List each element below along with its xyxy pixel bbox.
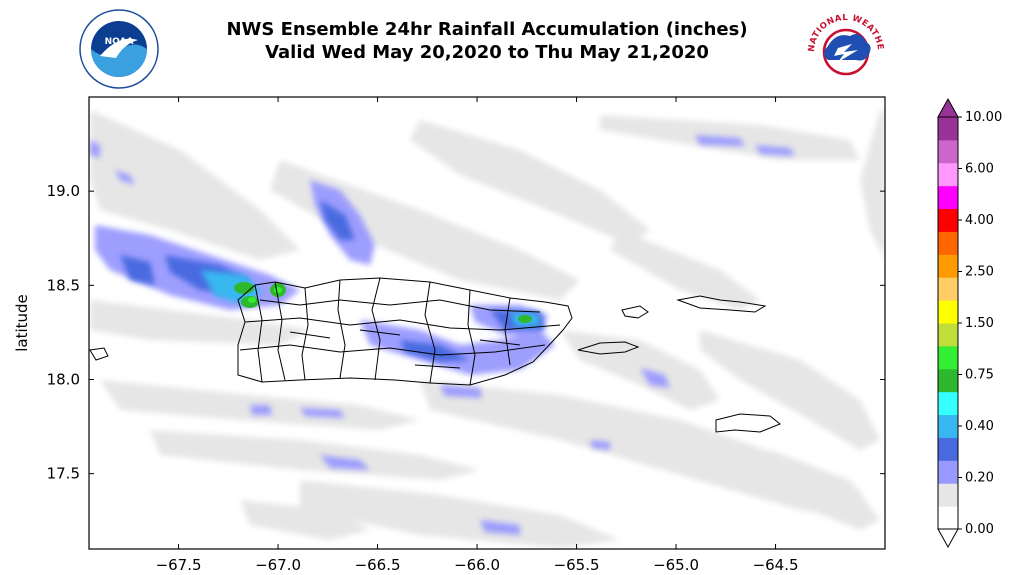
colorbar-segment: [938, 300, 958, 324]
x-tick-label: −66.5: [355, 556, 401, 574]
colorbar-segment: [938, 139, 958, 164]
colorbar-label: 0.00: [965, 522, 994, 537]
colorbar-extend-high: [937, 97, 959, 118]
colorbar-segment: [938, 162, 958, 187]
y-axis: 17.5 18.0 18.5 19.0: [47, 182, 885, 483]
colorbar-label: 10.00: [965, 110, 1002, 125]
title-line-2: Valid Wed May 20,2020 to Thu May 21,2020: [265, 42, 709, 63]
x-axis: −67.5 −67.0 −66.5 −66.0 −65.5 −65.0 −64.5: [156, 97, 799, 574]
colorbar-label: 4.00: [965, 213, 994, 228]
plot-frame: [88, 96, 886, 550]
x-tick-label: −64.5: [753, 556, 799, 574]
colorbar: 10.00 6.00 4.00 2.50 1.50 0.75 0.40 0.20 0.00: [937, 97, 1002, 549]
colorbar-segment: [938, 231, 958, 255]
colorbar-segment: [938, 460, 958, 484]
land-boundaries: [89, 277, 781, 433]
noaa-logo-text: NOAA: [105, 37, 134, 47]
colorbar-label: 1.50: [965, 316, 994, 331]
x-tick-label: −66.0: [454, 556, 500, 574]
y-axis-label: latitude: [13, 294, 31, 352]
colorbar-segment: [938, 345, 958, 370]
x-tick-label: −65.5: [554, 556, 600, 574]
colorbar-segment: [938, 117, 958, 141]
colorbar-segment: [938, 254, 958, 278]
colorbar-segment: [938, 368, 958, 393]
x-tick-label: −67.0: [255, 556, 301, 574]
x-tick-label: −67.5: [156, 556, 202, 574]
rainfall-field: [89, 97, 885, 549]
chart-title: NWS Ensemble 24hr Rainfall Accumulation …: [150, 18, 824, 64]
colorbar-label: 0.75: [965, 368, 994, 383]
colorbar-label: 2.50: [965, 265, 994, 280]
y-tick-label: 18.0: [47, 371, 80, 389]
title-line-1: NWS Ensemble 24hr Rainfall Accumulation …: [226, 19, 748, 40]
colorbar-segment: [938, 483, 958, 507]
x-tick-label: −65.0: [653, 556, 699, 574]
colorbar-label: 0.20: [965, 471, 994, 486]
colorbar-label: 6.00: [965, 162, 994, 177]
colorbar-extend-low: [937, 528, 959, 549]
y-tick-label: 17.5: [47, 465, 80, 483]
nws-logo: NATIONAL WEATHER SERVICE: [804, 6, 885, 89]
colorbar-segment: [938, 414, 958, 438]
colorbar-segment: [938, 185, 958, 210]
colorbar-segment: [938, 391, 958, 416]
colorbar-label: 0.40: [965, 419, 994, 434]
noaa-logo: NOAA: [79, 9, 159, 89]
colorbar-segment: [938, 506, 958, 530]
y-tick-label: 18.5: [47, 276, 80, 294]
colorbar-segment: [938, 437, 958, 461]
colorbar-segment: [938, 277, 958, 301]
colorbar-segment: [938, 208, 958, 232]
y-tick-label: 19.0: [47, 182, 80, 200]
colorbar-segment: [938, 323, 958, 347]
